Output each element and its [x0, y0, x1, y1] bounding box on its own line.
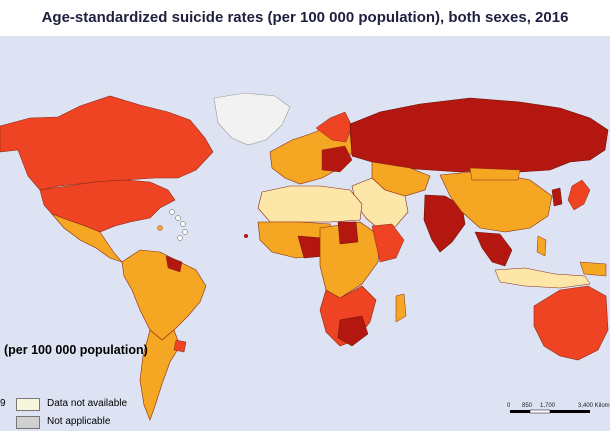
mongolia [469, 167, 521, 181]
central-africa [319, 221, 381, 299]
legend-swatch-not-applicable [16, 416, 40, 429]
scale-label-0: 0 [507, 403, 511, 409]
small-state-marker [177, 235, 183, 241]
scale-label-850: 850 [522, 403, 533, 409]
guyana-suriname [165, 255, 183, 273]
philippines [536, 235, 547, 257]
caribbean-island [157, 225, 163, 231]
title-bar: Age-standardized suicide rates (per 100 … [0, 0, 610, 36]
korea [551, 187, 563, 207]
india [423, 194, 466, 253]
east-africa [371, 223, 405, 263]
legend-label-not-applicable: Not applicable [47, 416, 111, 427]
scale-label-1700: 1,700 [540, 403, 556, 409]
small-state-marker [180, 221, 186, 227]
south-africa [337, 315, 369, 347]
legend-partial-value: 9 [0, 398, 6, 409]
small-state-marker [169, 209, 175, 215]
north-africa [257, 185, 363, 223]
papua [579, 261, 607, 277]
island-marker [244, 234, 248, 238]
uruguay [173, 339, 187, 353]
legend-swatch-data-not-available [16, 398, 40, 411]
australia [533, 285, 609, 361]
madagascar [395, 293, 407, 323]
chad-region [337, 221, 359, 245]
scale-bar [510, 409, 590, 414]
legend-label-data-not-available: Data not available [47, 398, 128, 409]
mexico [51, 213, 123, 263]
southeast-asia [474, 231, 513, 267]
eastern-europe [321, 145, 353, 173]
united-states [39, 179, 176, 233]
russia [349, 97, 609, 173]
canada [0, 95, 214, 191]
scale-label-3400: 3,400 Kilom [578, 403, 610, 409]
japan [567, 179, 591, 211]
indonesia [494, 267, 591, 289]
greenland [213, 92, 291, 146]
small-state-marker [175, 215, 181, 221]
small-state-marker [182, 229, 188, 235]
legend-title: (per 100 000 population) [4, 343, 148, 357]
south-america-north [121, 249, 207, 341]
south-america-south [139, 329, 181, 421]
map-title: Age-standardized suicide rates (per 100 … [41, 9, 569, 26]
